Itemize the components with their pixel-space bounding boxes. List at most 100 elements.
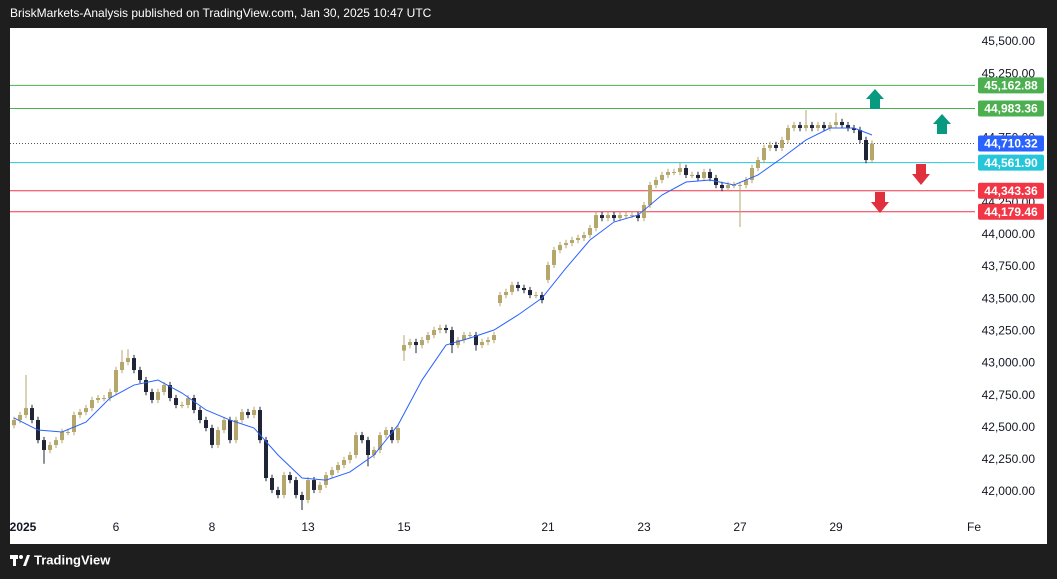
candle-body [312,480,316,490]
candle-body [774,145,778,148]
candle-body [408,341,412,346]
candle-body [198,409,202,421]
candle-body [678,168,682,173]
candle-body [648,184,652,206]
candle-body [132,358,136,371]
candle-body [864,139,868,161]
candle-body [396,427,400,441]
candle-body [690,174,694,176]
candle-body [786,128,790,140]
candle-body [282,475,286,495]
candle-body [330,470,334,476]
candle-body [450,330,454,346]
candle-body [216,430,220,445]
arrows [866,89,951,213]
candle-body [852,128,856,130]
candle-body [102,398,106,400]
candle-body [660,174,664,180]
level-label: 44,710.32 [984,137,1038,151]
candle-body [612,215,616,219]
candle-body [684,168,688,175]
candle-body [276,489,280,495]
plot-area [10,28,1047,544]
candle-body [828,125,832,129]
y-tick-label: 45,500.00 [982,34,1036,48]
candle-body [54,440,58,445]
candle-body [546,264,550,280]
level-label: 44,561.90 [984,156,1038,170]
candle-body [528,290,532,296]
candle-body [258,409,262,441]
candle-body [702,172,706,179]
candle-body [192,398,196,410]
level-label-bg [978,182,1044,199]
candle-body [492,335,496,341]
candle-body [654,179,658,185]
candle-body [246,412,250,416]
level-label: 44,179.46 [984,205,1038,219]
candle-body [378,435,382,450]
candle-body [108,391,112,399]
candle-body [564,242,568,246]
candle-body [816,125,820,129]
candle-body [318,484,322,490]
candle-body [672,172,676,174]
candle-body [498,295,502,304]
candle-body [738,184,742,186]
level-label: 45,162.88 [984,79,1038,93]
y-tick-label: 43,750.00 [982,259,1036,273]
chart-title: BriskMarkets-Analysis published on Tradi… [10,6,432,20]
candle-body [846,125,850,129]
candle-body [222,420,226,431]
candle-body [414,341,418,346]
candle-body [342,460,346,466]
candle-body [240,412,244,421]
y-tick-label: 45,250.00 [982,66,1036,80]
candle-body [114,370,118,392]
candle-body [798,125,802,129]
candle-body [354,435,358,455]
candle-body [750,168,754,180]
candle-body [402,345,406,351]
arrow-up [866,89,884,109]
level-label: 44,343.36 [984,184,1038,198]
x-tick-label: 8 [209,520,216,534]
candle-body [576,237,580,241]
candle-body [720,184,724,189]
candle-body [180,404,184,406]
candle-body [252,409,256,416]
candle-body [438,327,442,331]
plot [10,41,979,520]
candle-body [42,440,46,450]
candle-body [120,362,124,371]
candle-body [156,391,160,400]
candle-body [810,125,814,129]
candle-body [48,444,52,450]
candle-body [582,235,586,238]
candle-body [630,215,634,217]
x-tick-label: 13 [301,520,315,534]
candle-body [294,480,298,495]
candle-body [696,174,700,179]
arrow-down [871,192,889,213]
candle-body [870,143,874,161]
candle-body [744,179,748,185]
y-tick-label: 42,500.00 [982,420,1036,434]
y-tick-label: 42,000.00 [982,484,1036,498]
candle-body [642,205,646,219]
candle-body [30,408,34,421]
candle-body [480,341,484,346]
x-tick-label: 21 [541,520,555,534]
candle-body [594,215,598,229]
y-tick-label: 43,250.00 [982,323,1036,337]
candle-body [636,215,640,219]
candle-body [666,172,670,175]
level-label: 44,983.36 [984,102,1038,116]
candle-body [624,215,628,217]
x-tick-label: 2025 [10,520,37,534]
candle-body [432,330,436,336]
candle-body [372,449,376,455]
candle-body [606,215,610,219]
